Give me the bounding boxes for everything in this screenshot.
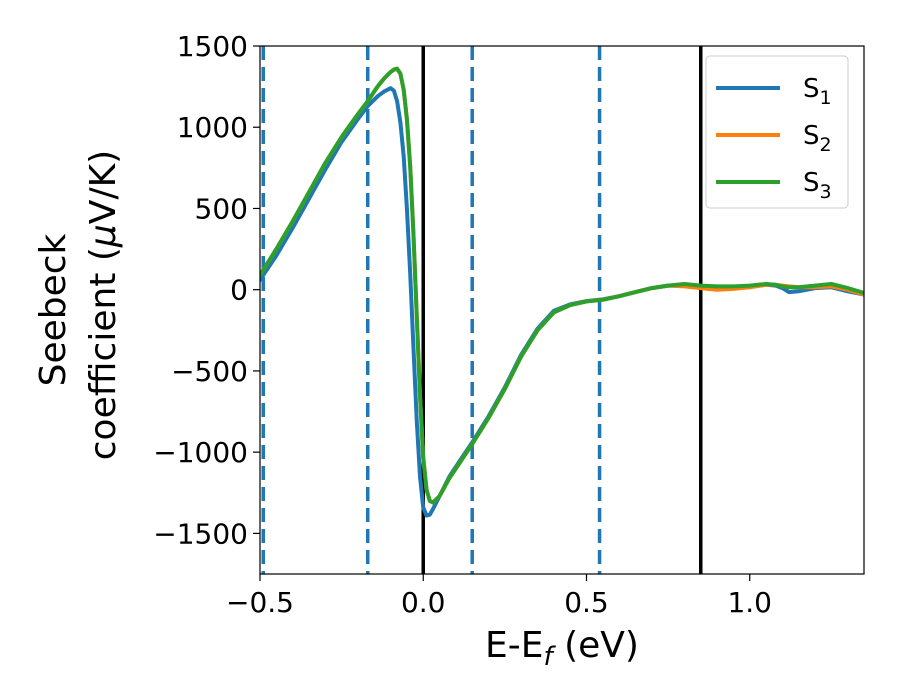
x-tick-label: −0.5 [226,586,294,619]
y-tick-label: −1000 [153,436,248,469]
legend-label-S1: S1 [803,74,832,109]
legend-box [705,55,849,209]
y-tick-label: −500 [171,355,248,388]
plot-frame [259,45,865,575]
series-lines [260,66,864,518]
legend-label-S2: S2 [803,121,832,156]
x-axis: −0.5 0.0 0.5 1.0 [226,574,772,619]
x-axis-title: E-Ef (eV) [485,625,639,672]
y-axis: −1500 −1000 −500 0 500 1000 1500 [153,30,260,550]
reference-lines [261,46,703,574]
y-tick-label: −1500 [153,517,248,550]
x-tick-label: 0.0 [401,586,446,619]
y-tick-label: 1500 [177,30,248,63]
legend: S1 S2 S3 [705,55,849,209]
x-tick-label: 0.5 [564,586,609,619]
y-tick-label: 500 [195,192,248,225]
y-axis-title-line2: coefficient (μV/K) [83,150,124,460]
y-tick-label: 1000 [177,111,248,144]
y-axis-title-line1: Seebeck [33,233,74,386]
x-tick-label: 1.0 [727,586,772,619]
series-line-S3 [260,66,864,505]
legend-label-S3: S3 [803,168,832,203]
y-tick-label: 0 [230,274,248,307]
